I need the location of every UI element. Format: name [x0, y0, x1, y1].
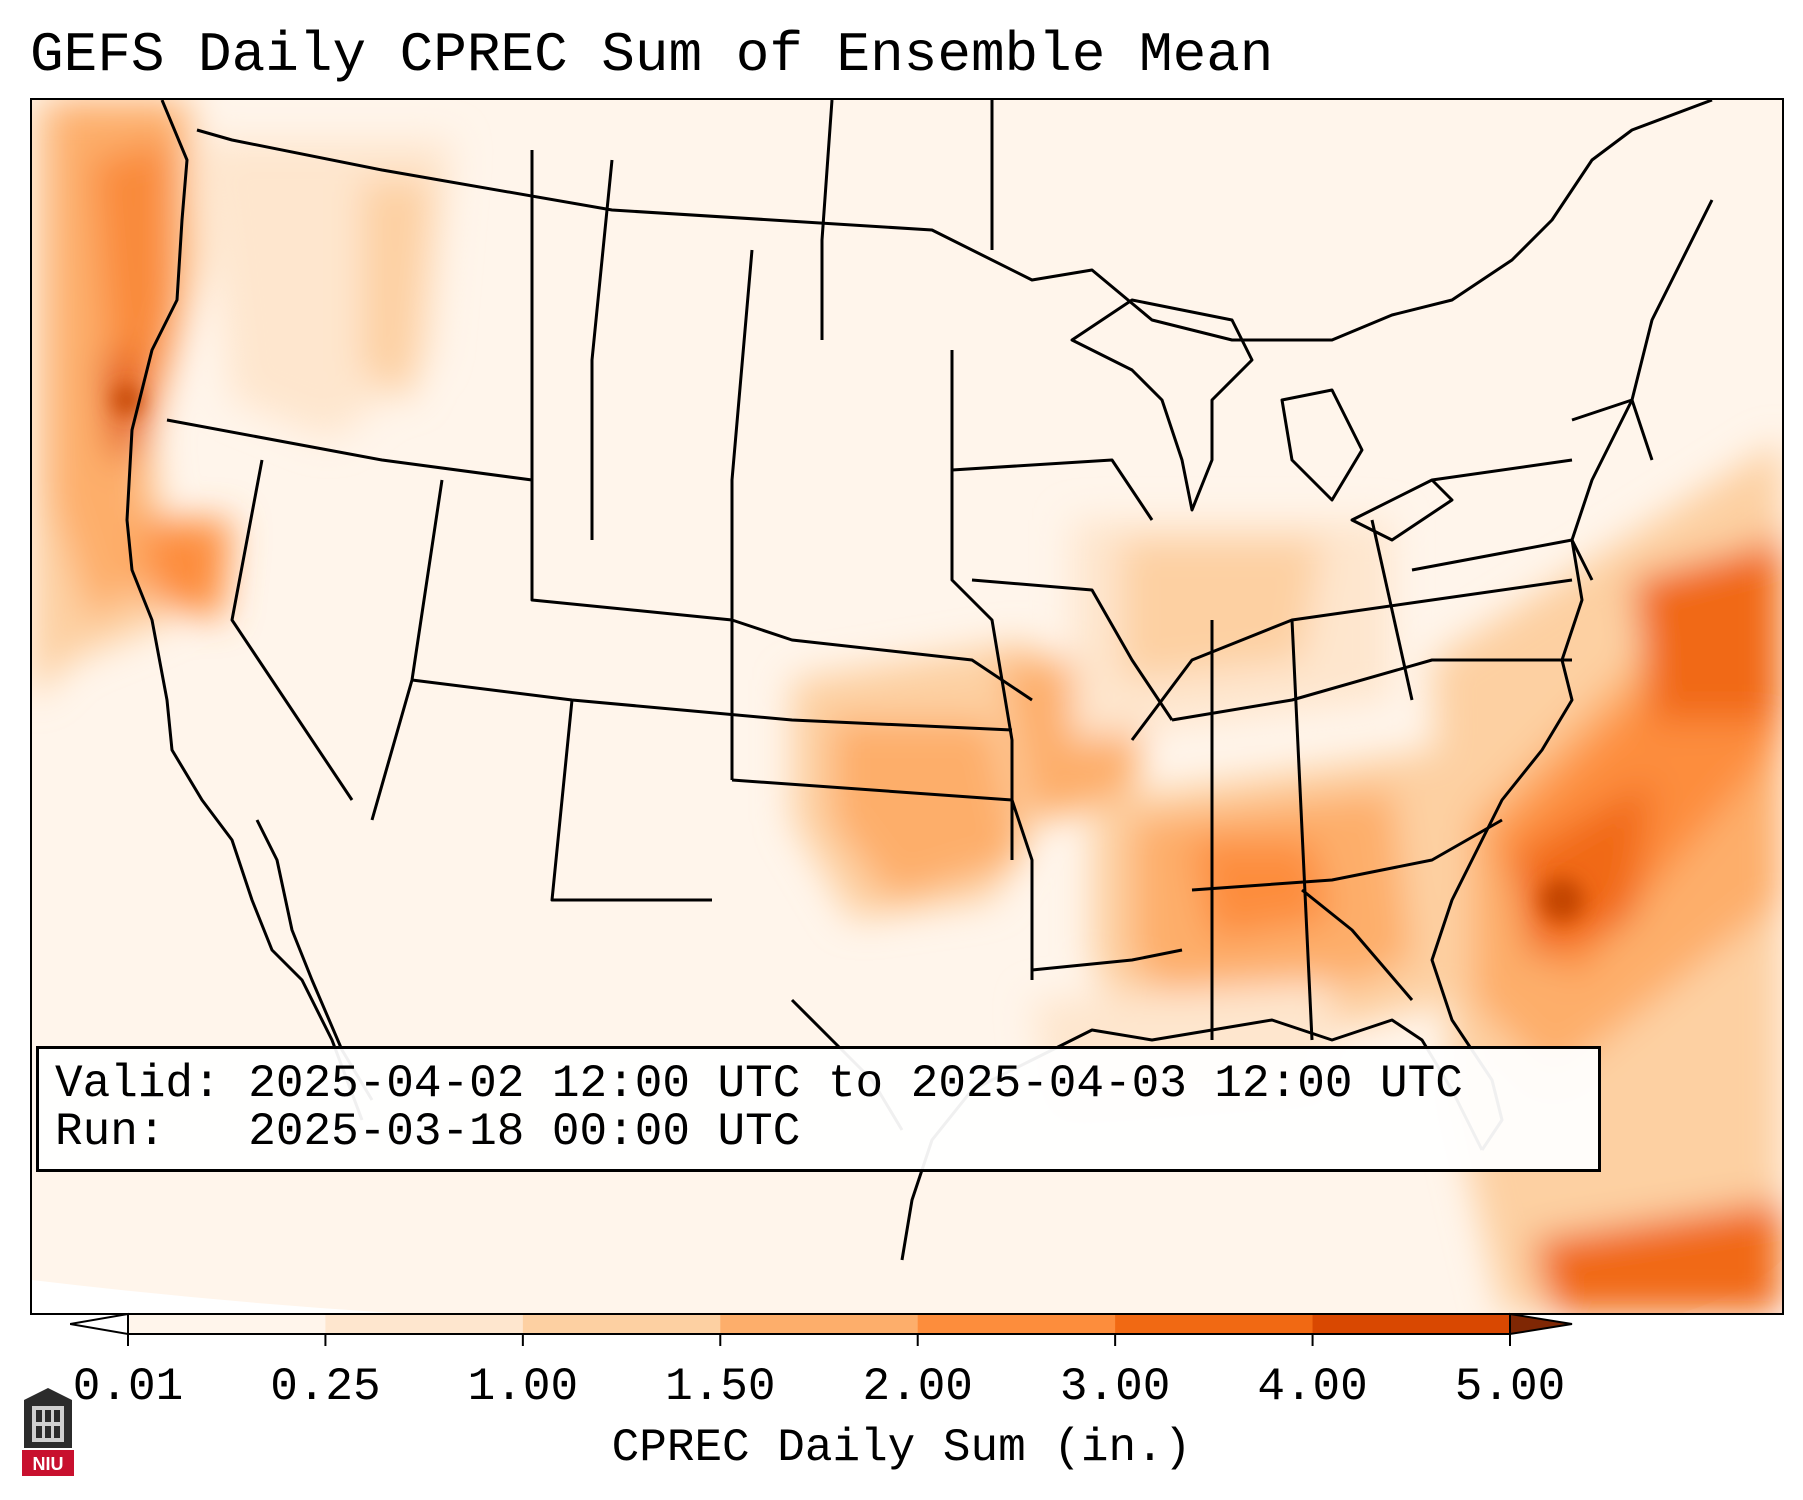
colorbar-tick-label: 4.00	[1257, 1361, 1368, 1413]
colorbar-segment	[325, 1314, 524, 1334]
colorbar-segment	[720, 1314, 919, 1334]
colorbar	[70, 1312, 1573, 1346]
colorbar-tick-label: 0.25	[270, 1361, 381, 1413]
colorbar-tick-label: 1.00	[467, 1361, 579, 1413]
valid-row: Valid: 2025-04-02 12:00 UTC to 2025-04-0…	[55, 1057, 1463, 1111]
niu-building-logo-icon: NIU	[22, 1388, 74, 1476]
colorbar-tick-label: 1.50	[665, 1361, 776, 1413]
colorbar-segment	[522, 1314, 721, 1334]
colorbar-segment	[128, 1314, 326, 1334]
validity-info-box: Valid: 2025-04-02 12:00 UTC to 2025-04-0…	[36, 1046, 1601, 1172]
colorbar-tick-label: 5.00	[1454, 1361, 1566, 1413]
colorbar-segment	[1312, 1314, 1511, 1334]
colorbar-over-arrow	[1509, 1312, 1573, 1336]
colorbar-segment	[1115, 1314, 1314, 1334]
run-row: Run: 2025-03-18 00:00 UTC	[55, 1105, 800, 1159]
precip-shading	[32, 100, 1782, 1313]
valid-value: 2025-04-02 12:00 UTC to 2025-04-03 12:00…	[248, 1058, 1463, 1110]
colorbar-label: CPREC Daily Sum (in.)	[611, 1422, 1192, 1474]
run-value: 2025-03-18 00:00 UTC	[248, 1106, 801, 1158]
map-outlines	[125, 100, 1714, 1261]
colorbar-under-arrow	[70, 1312, 129, 1336]
map-title: GEFS Daily CPREC Sum of Ensemble Mean	[30, 23, 1274, 87]
logo-text: NIU	[33, 1454, 64, 1474]
colorbar-tick-label: 0.01	[72, 1361, 184, 1413]
colorbar-tick-label: 3.00	[1059, 1361, 1171, 1413]
run-label: Run:	[55, 1106, 166, 1158]
colorbar-segment	[917, 1314, 1116, 1334]
valid-label: Valid:	[55, 1058, 221, 1110]
colorbar-tick-label: 2.00	[862, 1361, 973, 1413]
colorbar-outline	[127, 1313, 1511, 1335]
